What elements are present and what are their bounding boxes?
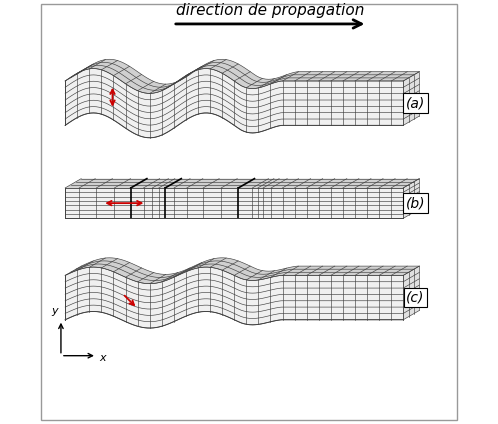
Polygon shape: [65, 188, 403, 218]
Polygon shape: [65, 258, 419, 284]
Polygon shape: [65, 267, 403, 328]
Polygon shape: [403, 266, 419, 320]
Polygon shape: [65, 179, 419, 188]
Text: x: x: [99, 353, 106, 363]
Text: (b): (b): [406, 196, 425, 210]
Polygon shape: [403, 179, 419, 218]
Polygon shape: [65, 59, 419, 93]
FancyBboxPatch shape: [41, 4, 457, 420]
Polygon shape: [403, 72, 419, 126]
Text: (a): (a): [406, 96, 425, 110]
Polygon shape: [65, 69, 403, 138]
Text: y: y: [51, 306, 58, 315]
Text: direction de propagation: direction de propagation: [176, 3, 365, 18]
Text: (c): (c): [406, 290, 425, 304]
